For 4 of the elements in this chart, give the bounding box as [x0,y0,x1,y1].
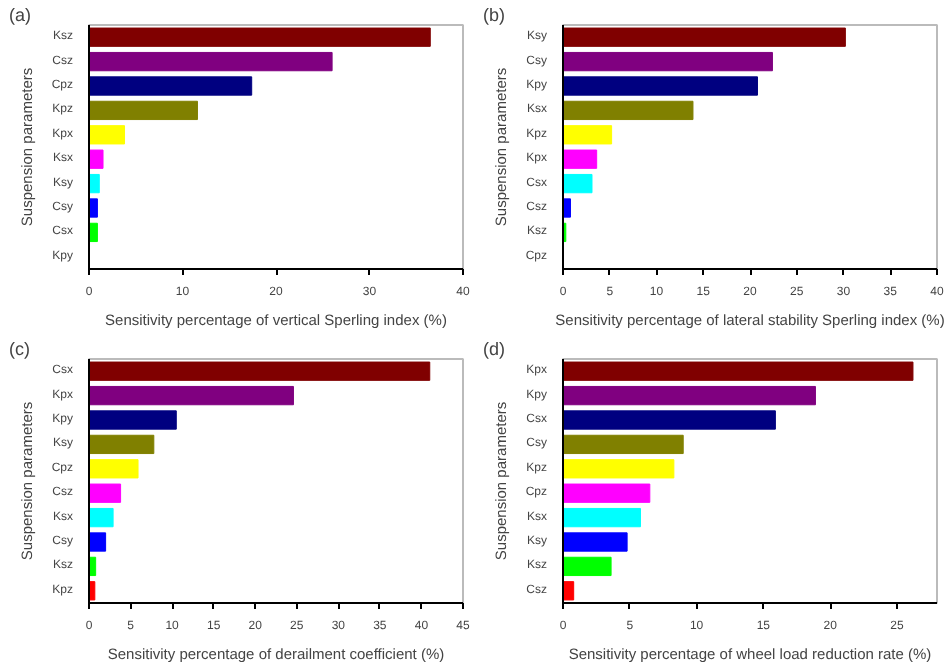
text: (d) [483,339,505,359]
text: (a) [9,5,31,25]
text: (c) [9,339,30,359]
text: (b) [483,5,505,25]
